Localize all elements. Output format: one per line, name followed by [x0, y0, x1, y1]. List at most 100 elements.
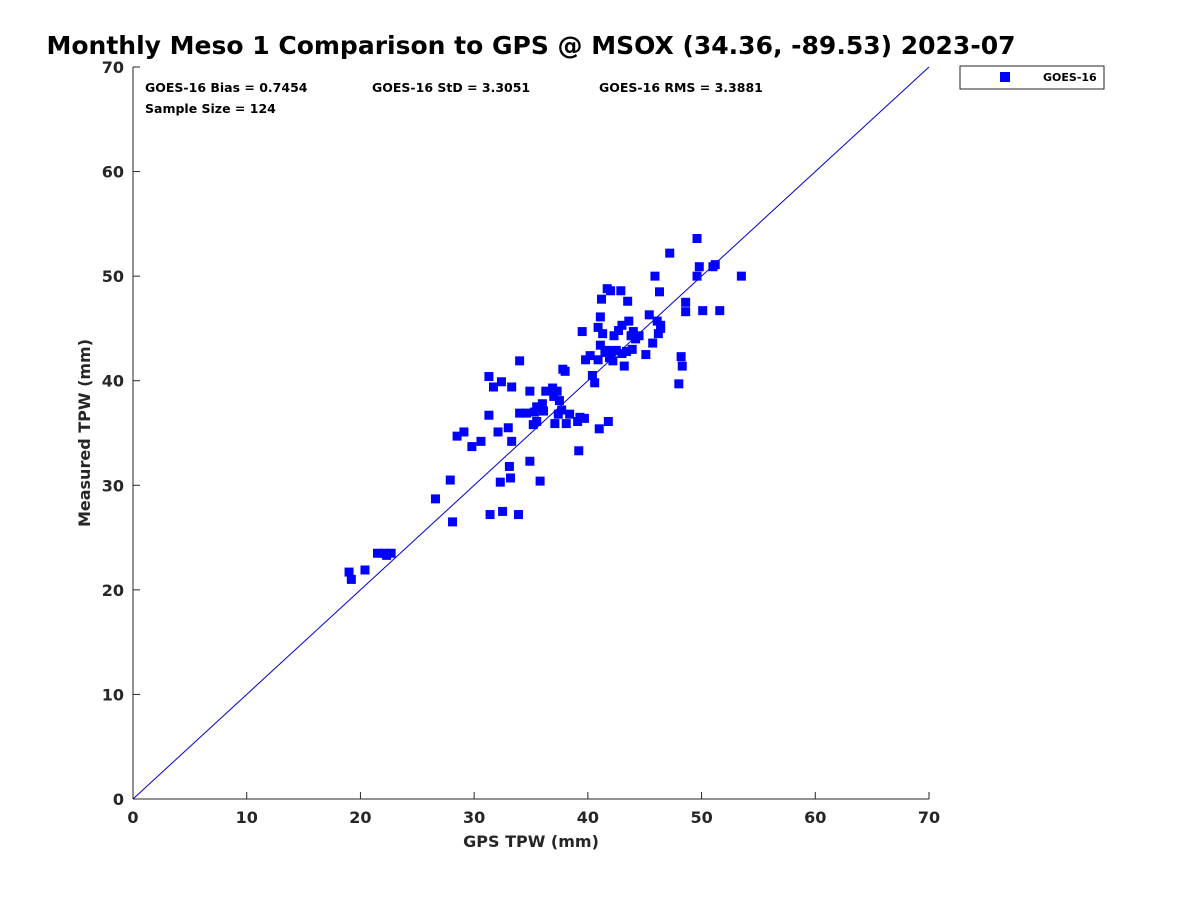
data-point	[430, 494, 440, 504]
data-point	[617, 320, 627, 330]
data-point	[575, 412, 585, 422]
x-tick-label: 10	[236, 808, 258, 827]
data-point	[496, 377, 506, 387]
data-point	[628, 327, 638, 337]
data-point	[495, 477, 505, 487]
data-point	[681, 307, 691, 317]
data-point	[550, 419, 560, 429]
y-tick-label: 30	[102, 476, 124, 495]
data-point	[484, 410, 494, 420]
legend-entry-goes16: GOES-16	[1043, 71, 1097, 84]
data-point	[445, 475, 455, 485]
data-point	[609, 331, 619, 341]
data-point	[614, 326, 624, 336]
data-point	[654, 287, 664, 297]
data-point	[585, 351, 595, 361]
data-point	[574, 446, 584, 456]
legend-box	[959, 65, 1105, 90]
data-point	[665, 248, 675, 258]
x-axis-label: GPS TPW (mm)	[463, 832, 599, 851]
sample-size-stat: Sample Size = 124	[145, 101, 276, 116]
chart-title: Monthly Meso 1 Comparison to GPS @ MSOX …	[47, 31, 1016, 60]
y-tick-label: 70	[102, 58, 124, 77]
data-point	[484, 372, 494, 382]
x-tick-label: 40	[577, 808, 599, 827]
data-point	[548, 383, 558, 393]
x-tick-label: 20	[349, 808, 371, 827]
x-tick-label: 50	[690, 808, 712, 827]
data-point	[644, 310, 654, 320]
data-point	[593, 322, 603, 332]
data-point	[602, 345, 612, 355]
data-point	[710, 260, 720, 270]
data-point	[677, 361, 687, 371]
data-point	[521, 408, 531, 418]
data-point	[587, 370, 597, 380]
data-points	[344, 233, 746, 584]
data-point	[597, 294, 607, 304]
data-point	[624, 316, 634, 326]
x-tick-label: 70	[918, 808, 940, 827]
data-point	[619, 361, 629, 371]
data-point	[507, 436, 517, 446]
data-point	[681, 297, 691, 307]
stats-annotations: GOES-16 Bias = 0.7454 GOES-16 StD = 3.30…	[145, 80, 763, 116]
data-point	[529, 407, 539, 417]
data-point	[736, 271, 746, 281]
data-point	[594, 424, 604, 434]
data-point	[603, 416, 613, 426]
y-tick-label: 10	[102, 685, 124, 704]
data-point	[549, 391, 559, 401]
data-point	[606, 286, 616, 296]
data-point	[557, 405, 567, 415]
data-point	[565, 409, 575, 419]
data-point	[488, 382, 498, 392]
data-point	[525, 386, 535, 396]
data-point	[360, 565, 370, 575]
plot-area: 0 10 20 30 40 50 60 70 0 10 20 30 40 50 60 70	[102, 58, 940, 827]
data-point	[541, 386, 551, 396]
data-point	[382, 550, 392, 560]
data-point	[593, 355, 603, 365]
data-point	[650, 271, 660, 281]
data-point	[344, 567, 354, 577]
data-point	[539, 406, 549, 416]
data-point	[616, 286, 626, 296]
y-tick-label: 50	[102, 267, 124, 286]
data-point	[498, 506, 508, 516]
y-axis-label: Measured TPW (mm)	[75, 339, 94, 527]
legend-marker	[1000, 72, 1010, 82]
data-point	[386, 548, 396, 558]
data-point	[607, 346, 617, 356]
data-point	[608, 356, 618, 366]
data-point	[459, 427, 469, 437]
data-point	[515, 408, 525, 418]
data-point	[692, 233, 702, 243]
bias-stat: GOES-16 Bias = 0.7454	[145, 80, 308, 95]
data-point	[506, 473, 516, 483]
data-point	[535, 476, 545, 486]
data-point	[493, 427, 503, 437]
data-point	[532, 402, 542, 412]
one-to-one-line	[132, 66, 930, 800]
data-point	[525, 456, 535, 466]
data-point	[627, 344, 637, 354]
legend: GOES-16	[959, 65, 1105, 90]
std-stat: GOES-16 StD = 3.3051	[372, 80, 530, 95]
y-tick-label: 20	[102, 581, 124, 600]
data-point	[552, 386, 562, 396]
data-point	[692, 271, 702, 281]
data-point	[560, 366, 570, 376]
data-point	[346, 574, 356, 584]
y-tick-label: 60	[102, 163, 124, 182]
data-point	[622, 346, 632, 356]
data-point	[513, 510, 523, 520]
data-point	[577, 327, 587, 337]
data-point	[611, 345, 621, 355]
x-ticks: 0 10 20 30 40 50 60 70	[127, 792, 940, 827]
rms-stat: GOES-16 RMS = 3.3881	[599, 80, 763, 95]
data-point	[554, 396, 564, 406]
data-point	[674, 379, 684, 389]
data-point	[698, 306, 708, 316]
